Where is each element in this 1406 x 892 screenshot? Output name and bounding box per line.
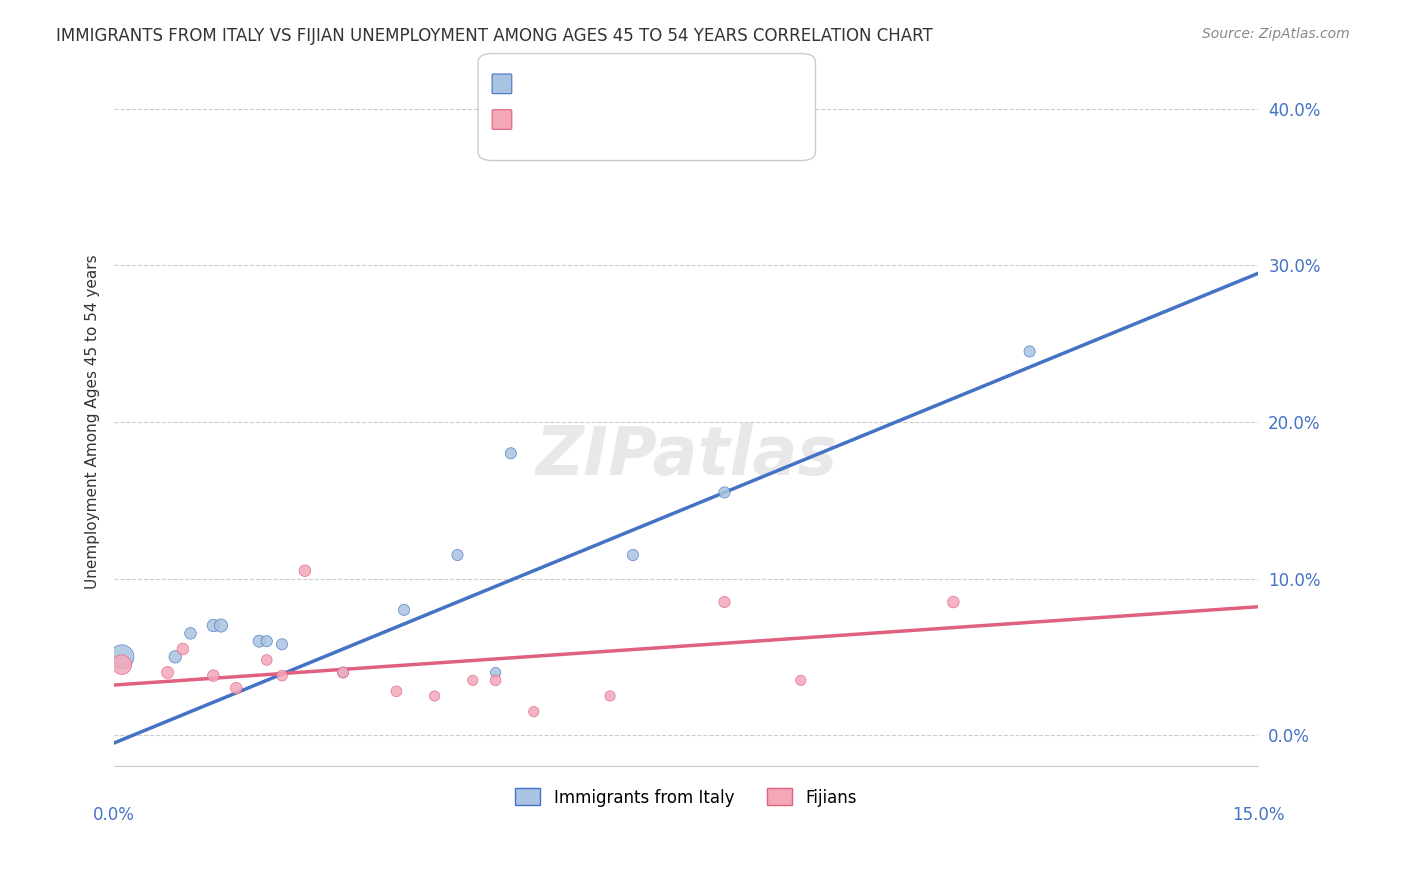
Point <box>332 665 354 680</box>
Point <box>247 634 270 648</box>
Point <box>385 684 408 698</box>
Point <box>713 485 735 500</box>
Y-axis label: Unemployment Among Ages 45 to 54 years: Unemployment Among Ages 45 to 54 years <box>86 254 100 590</box>
Text: 0.338: 0.338 <box>555 109 613 127</box>
Point <box>485 665 508 680</box>
Point <box>713 595 735 609</box>
Point <box>111 649 134 664</box>
Point <box>599 689 621 703</box>
Point <box>111 657 134 672</box>
Text: N =: N = <box>612 73 651 91</box>
Point <box>499 446 522 460</box>
Point <box>256 634 278 648</box>
Point <box>202 618 225 632</box>
Point <box>446 548 468 562</box>
Point <box>485 673 508 688</box>
Point <box>621 548 644 562</box>
Point <box>202 668 225 682</box>
Point <box>461 673 484 688</box>
Point <box>1018 344 1040 359</box>
Point <box>271 637 294 651</box>
Text: Source: ZipAtlas.com: Source: ZipAtlas.com <box>1202 27 1350 41</box>
Text: N =: N = <box>612 109 651 127</box>
Text: 15.0%: 15.0% <box>1232 805 1285 823</box>
Legend: Immigrants from Italy, Fijians: Immigrants from Italy, Fijians <box>509 781 865 814</box>
Point <box>942 595 965 609</box>
Text: ZIPatlas: ZIPatlas <box>536 424 838 490</box>
Point <box>271 668 294 682</box>
Point <box>332 665 354 680</box>
Text: R =: R = <box>513 73 553 91</box>
Text: 16: 16 <box>647 73 672 91</box>
Point <box>294 564 316 578</box>
Point <box>790 673 813 688</box>
Text: 0.0%: 0.0% <box>93 805 135 823</box>
Point <box>392 603 415 617</box>
Point <box>165 649 187 664</box>
Point <box>423 689 446 703</box>
Text: 0.609: 0.609 <box>555 73 612 91</box>
Point <box>523 705 546 719</box>
Text: 18: 18 <box>647 109 672 127</box>
Text: IMMIGRANTS FROM ITALY VS FIJIAN UNEMPLOYMENT AMONG AGES 45 TO 54 YEARS CORRELATI: IMMIGRANTS FROM ITALY VS FIJIAN UNEMPLOY… <box>56 27 934 45</box>
Text: R =: R = <box>513 109 553 127</box>
Point <box>156 665 179 680</box>
Point <box>209 618 232 632</box>
Point <box>225 681 247 695</box>
Point <box>179 626 201 640</box>
Point <box>172 642 194 657</box>
Point <box>256 653 278 667</box>
